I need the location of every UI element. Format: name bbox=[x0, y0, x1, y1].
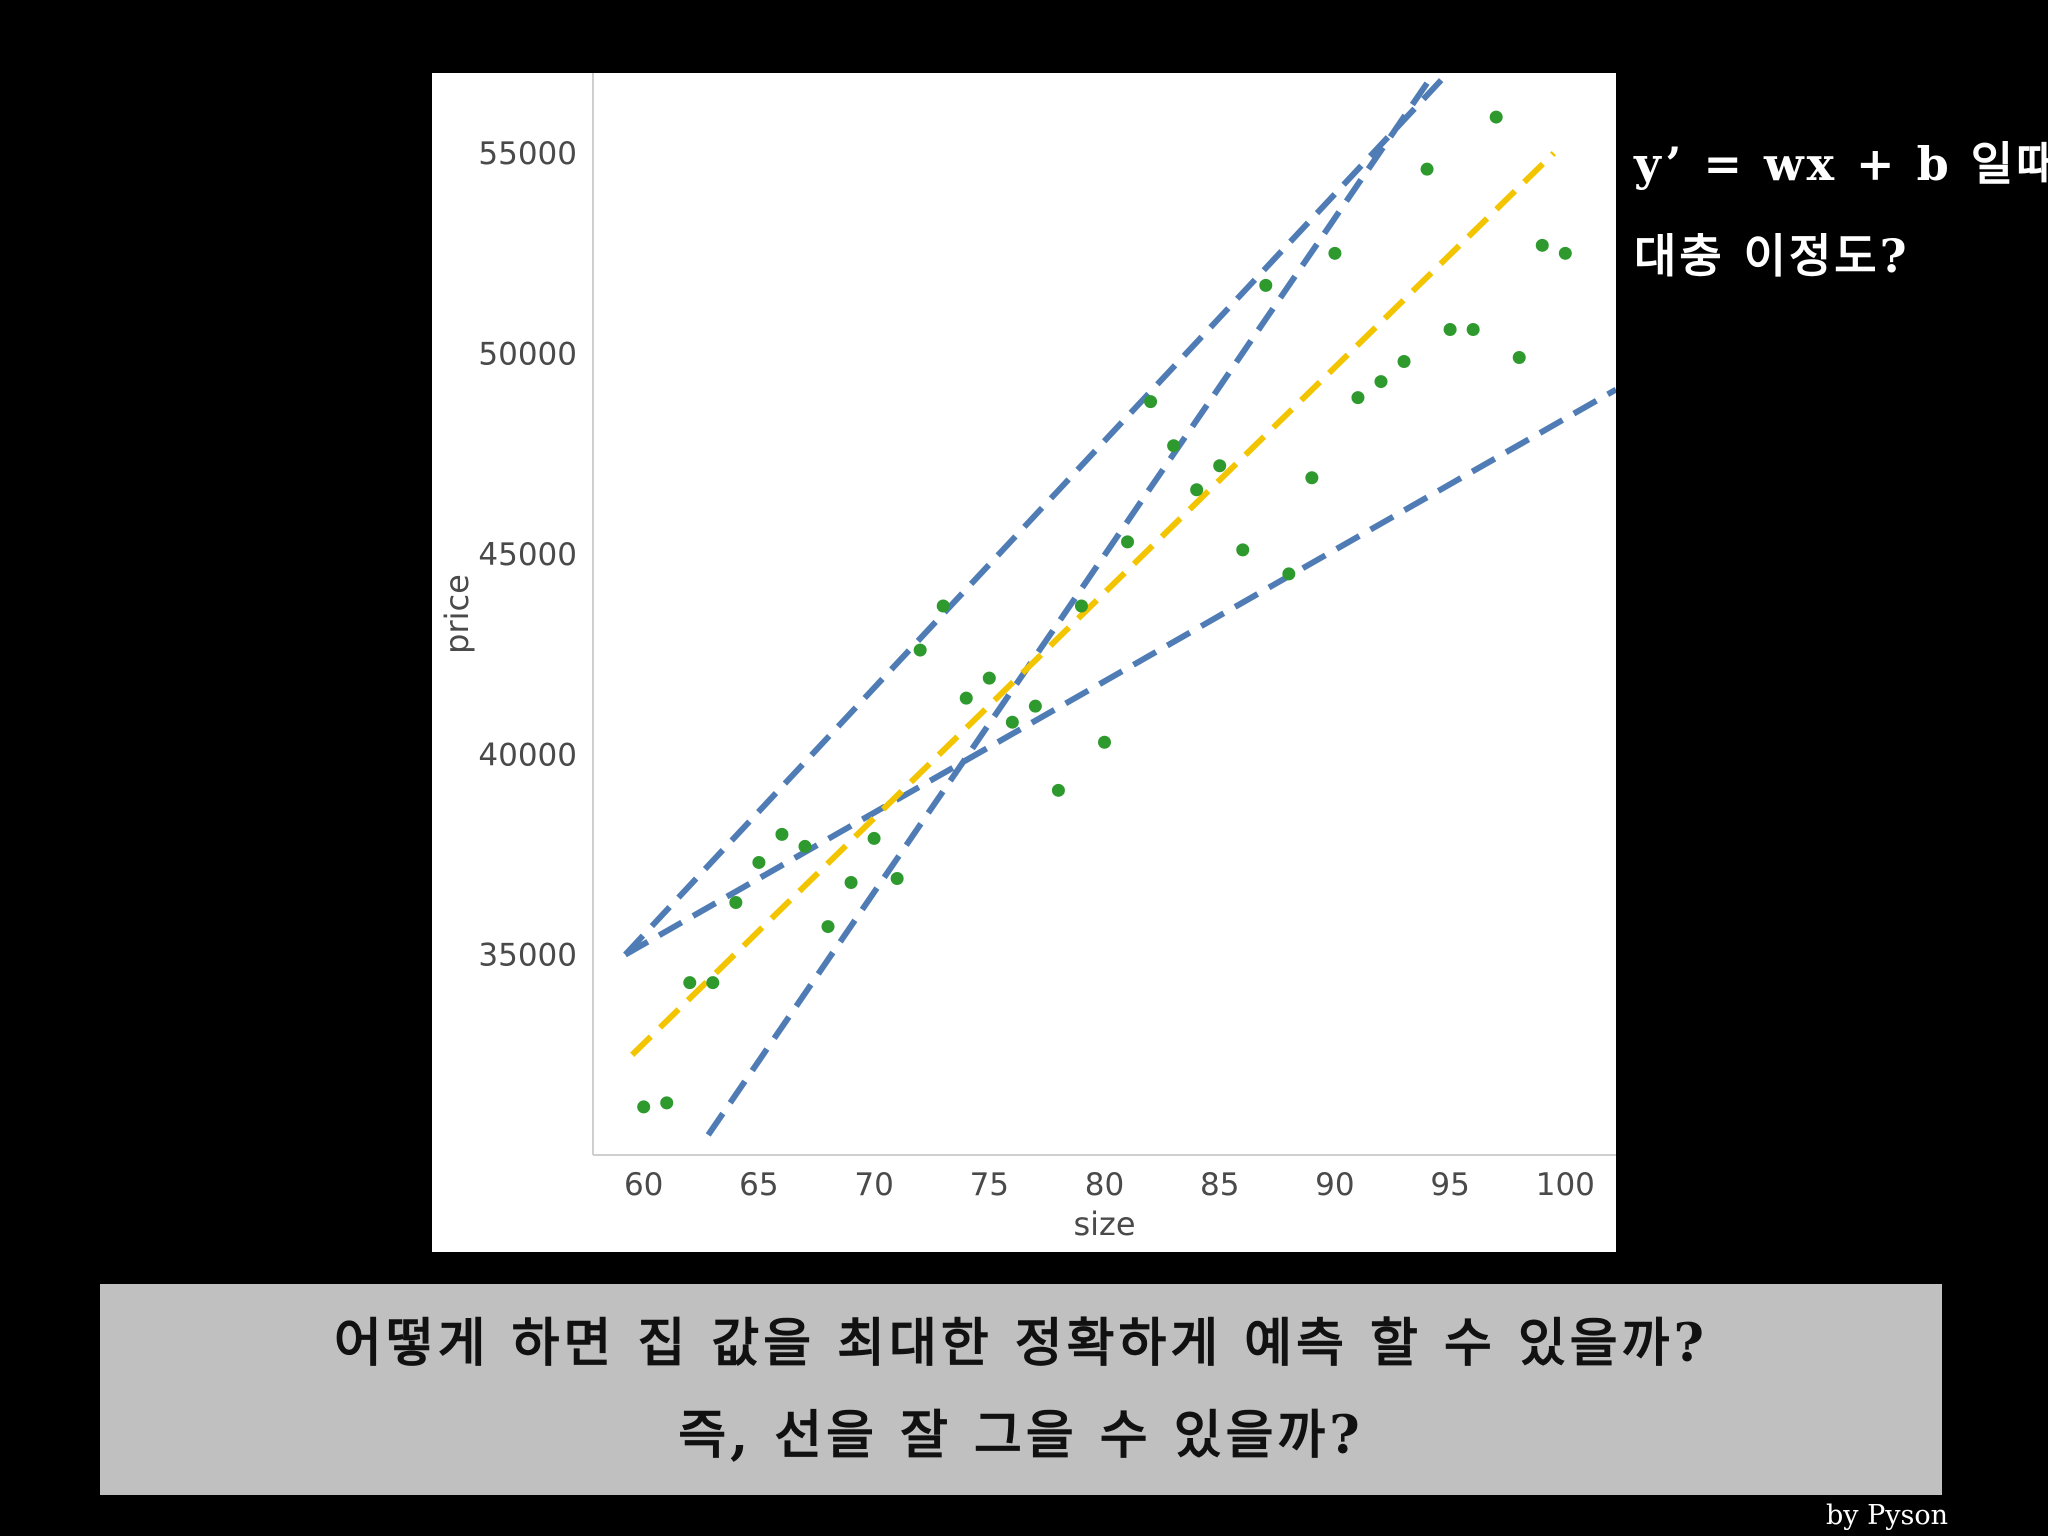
data-point bbox=[844, 875, 858, 889]
data-point bbox=[1443, 322, 1457, 336]
data-point bbox=[1074, 599, 1088, 613]
x-tick-label: 100 bbox=[1536, 1167, 1595, 1203]
data-point bbox=[1259, 278, 1273, 292]
fit-line-blue-2 bbox=[705, 73, 1437, 1137]
x-tick-label: 65 bbox=[739, 1167, 778, 1203]
x-tick-label: 80 bbox=[1085, 1167, 1124, 1203]
data-point bbox=[1144, 395, 1158, 409]
data-point bbox=[752, 855, 766, 869]
data-point bbox=[1328, 246, 1342, 260]
data-point bbox=[729, 896, 743, 910]
scatter-chart: 60 65 70 75 80 85 90 95 100 35000 40000 45000 50000 5… bbox=[438, 73, 1616, 1243]
credit: by Pyson bbox=[1825, 1500, 1948, 1531]
y-tick-label: 35000 bbox=[478, 938, 577, 974]
annotation-line-2: 대충 이정도? bbox=[1634, 229, 1910, 283]
x-tick-label: 60 bbox=[624, 1167, 663, 1203]
x-tick-label: 85 bbox=[1200, 1167, 1239, 1203]
annotation-line-1: y’ = wx + b 일때, bbox=[1634, 137, 2048, 191]
data-point bbox=[660, 1096, 674, 1110]
caption-line-2: 즉, 선을 잘 그을 수 있을까? bbox=[678, 1404, 1364, 1466]
y-tick-label: 55000 bbox=[478, 136, 577, 172]
data-point bbox=[1005, 715, 1019, 729]
x-tick-label: 95 bbox=[1430, 1167, 1469, 1203]
y-tick-label: 45000 bbox=[478, 537, 577, 573]
data-point bbox=[867, 831, 881, 845]
data-point bbox=[1282, 567, 1296, 581]
fit-line-blue-3 bbox=[623, 386, 1616, 958]
data-point bbox=[1466, 322, 1480, 336]
y-tick-label: 40000 bbox=[478, 737, 577, 773]
y-axis-title: price bbox=[438, 574, 476, 654]
data-point bbox=[1512, 351, 1526, 365]
caption-line-1: 어떻게 하면 집 값을 최대한 정확하게 예측 할 수 있을까? bbox=[334, 1312, 1708, 1374]
data-point bbox=[683, 976, 697, 990]
fit-line-blue-1 bbox=[623, 73, 1450, 957]
data-point bbox=[1558, 246, 1572, 260]
data-point bbox=[1489, 110, 1503, 124]
data-point bbox=[1051, 783, 1065, 797]
data-point bbox=[982, 671, 996, 685]
data-point bbox=[1305, 471, 1319, 485]
data-point bbox=[1028, 699, 1042, 713]
chart-panel: 60 65 70 75 80 85 90 95 100 35000 40000 45000 50000 5… bbox=[432, 73, 1616, 1252]
annotation: y’ = wx + b 일때, 대충 이정도? bbox=[1634, 118, 2048, 302]
data-point bbox=[775, 827, 789, 841]
caption-box: 어떻게 하면 집 값을 최대한 정확하게 예측 할 수 있을까? 즉, 선을 잘… bbox=[100, 1284, 1942, 1495]
data-point bbox=[706, 976, 720, 990]
data-point bbox=[913, 643, 927, 657]
data-point bbox=[1190, 483, 1204, 497]
data-point bbox=[1374, 375, 1388, 389]
x-tick-label: 70 bbox=[854, 1167, 893, 1203]
data-point bbox=[1167, 439, 1181, 453]
data-point bbox=[1535, 238, 1549, 252]
data-point bbox=[1213, 459, 1227, 473]
data-point bbox=[1236, 543, 1250, 557]
data-point bbox=[821, 920, 835, 934]
x-tick-label: 90 bbox=[1315, 1167, 1354, 1203]
data-point bbox=[798, 839, 812, 853]
data-point bbox=[1351, 391, 1365, 405]
data-point bbox=[637, 1100, 651, 1114]
data-point bbox=[1098, 735, 1111, 749]
fit-line-yellow bbox=[630, 151, 1556, 1057]
data-point bbox=[1397, 355, 1411, 369]
x-tick-label: 75 bbox=[970, 1167, 1009, 1203]
x-axis-title: size bbox=[1073, 1205, 1135, 1243]
data-point bbox=[959, 691, 973, 705]
data-point bbox=[890, 871, 904, 885]
data-point bbox=[936, 599, 950, 613]
data-point bbox=[1121, 535, 1135, 549]
data-point bbox=[1420, 162, 1434, 176]
y-tick-label: 50000 bbox=[478, 337, 577, 373]
